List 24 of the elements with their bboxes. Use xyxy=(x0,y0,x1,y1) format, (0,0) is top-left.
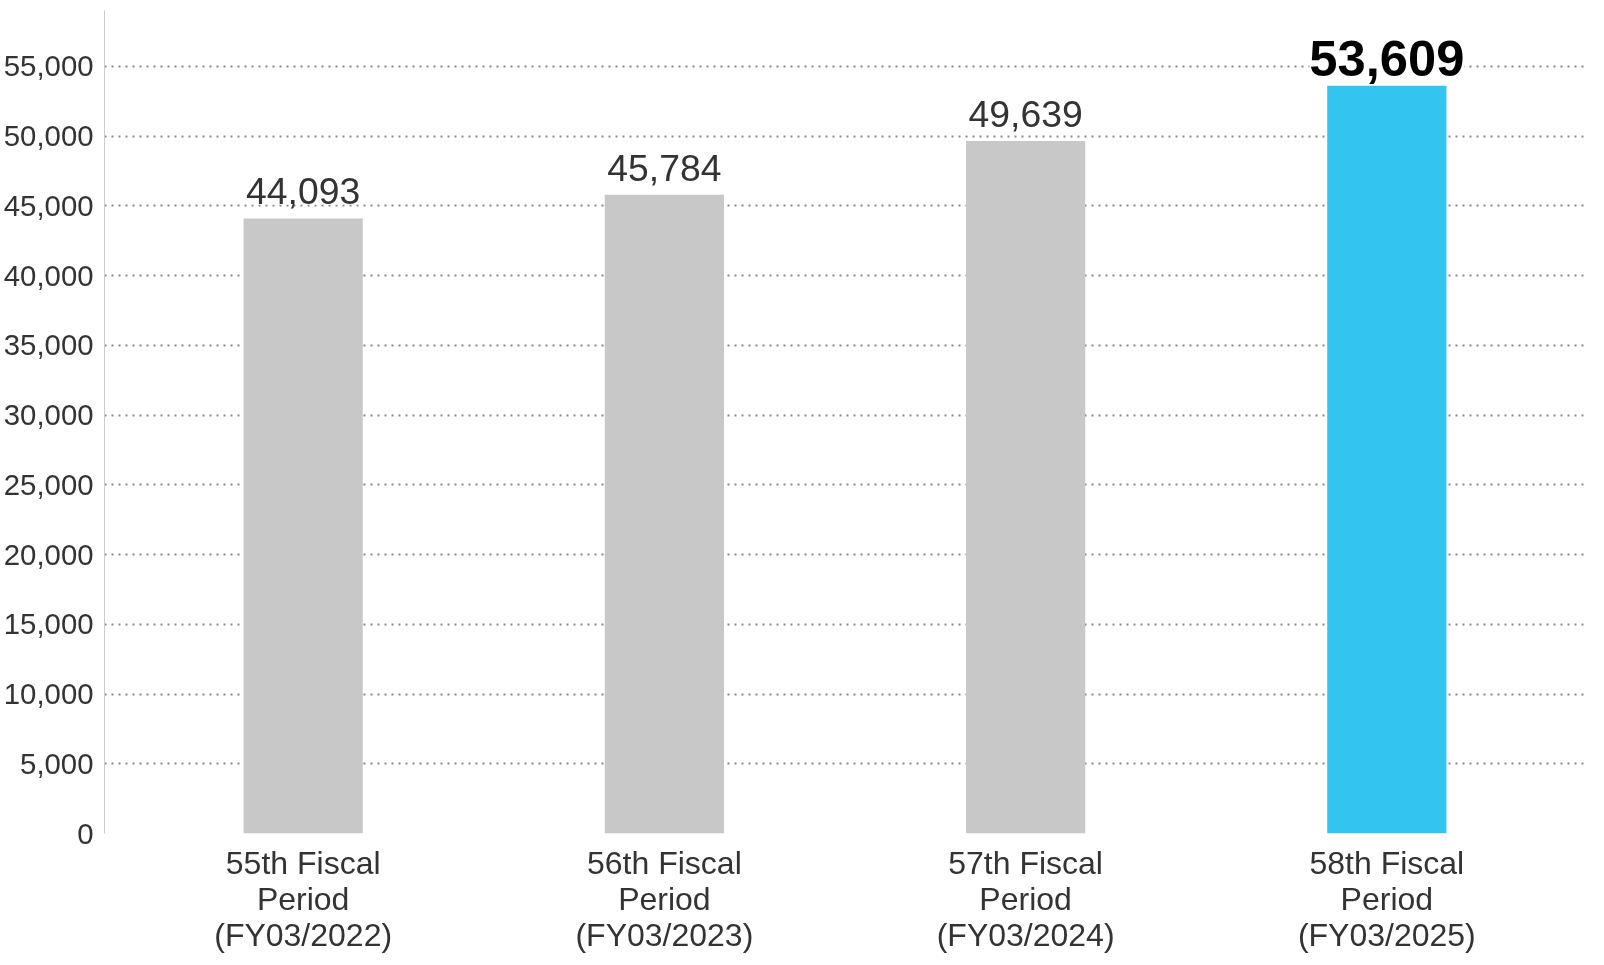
y-tick-label: 25,000 xyxy=(3,467,94,501)
data-label: 44,093 xyxy=(246,170,361,213)
x-tick-label: 58th Fiscal Period (FY03/2025) xyxy=(1297,844,1476,953)
y-tick-label: 35,000 xyxy=(3,328,94,362)
data-label: 45,784 xyxy=(607,146,722,189)
y-tick-label: 45,000 xyxy=(3,188,94,222)
y-tick-label: 40,000 xyxy=(3,258,94,292)
bar xyxy=(1327,85,1447,834)
data-label: 53,609 xyxy=(1309,29,1465,87)
x-tick-label: 57th Fiscal Period (FY03/2024) xyxy=(936,844,1115,953)
y-tick-label: 5,000 xyxy=(20,746,94,780)
y-tick-label: 30,000 xyxy=(3,398,94,432)
x-tick-label: 55th Fiscal Period (FY03/2022) xyxy=(214,844,393,953)
data-label: 49,639 xyxy=(968,93,1083,136)
y-tick-label: 10,000 xyxy=(3,677,94,711)
bar xyxy=(604,194,724,834)
bar xyxy=(966,141,1086,834)
y-tick-label: 50,000 xyxy=(3,119,94,153)
x-tick-label: 56th Fiscal Period (FY03/2023) xyxy=(575,844,754,953)
y-tick-label: 0 xyxy=(77,816,94,850)
y-tick-label: 15,000 xyxy=(3,607,94,641)
bar xyxy=(243,218,363,834)
y-tick-label: 55,000 xyxy=(3,49,94,83)
y-tick-label: 20,000 xyxy=(3,537,94,571)
